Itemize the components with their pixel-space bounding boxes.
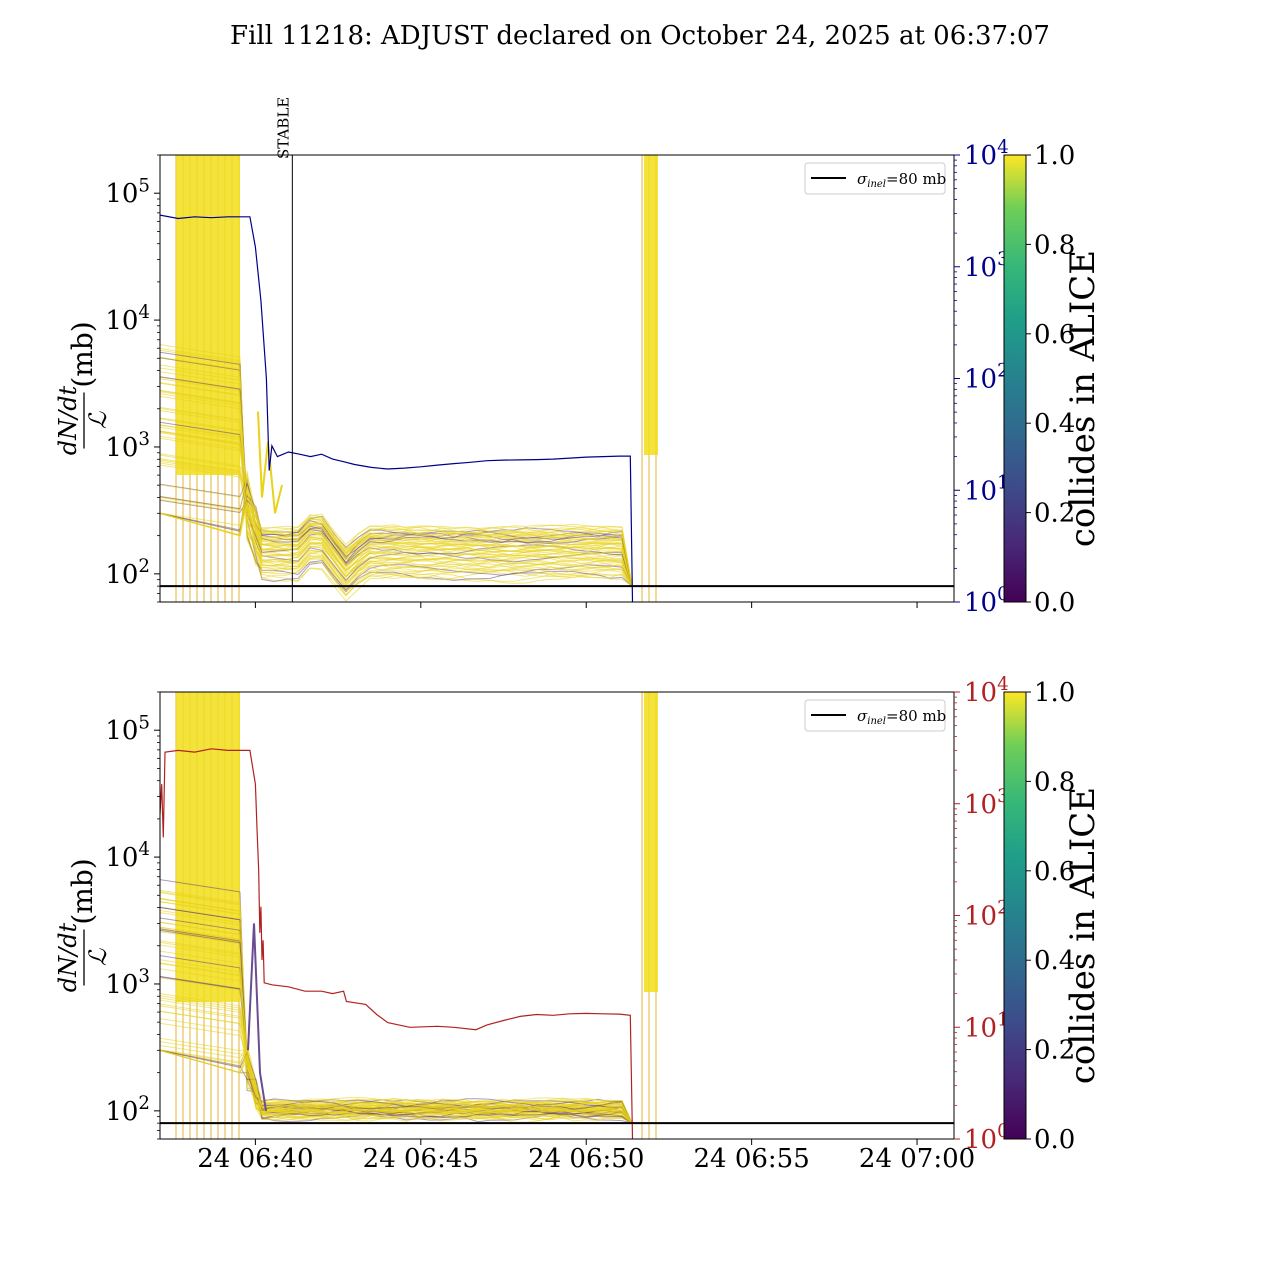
panel-bottom: 102 103 104 105 100 101 102 103 104 24 06:40 24 06… [54, 674, 1103, 1174]
right-series-line [160, 214, 634, 602]
bunch-curve [160, 486, 633, 587]
bunch-curve [160, 351, 633, 591]
right-tick-label: 104 [964, 137, 1009, 171]
axes-frame [159, 691, 955, 1140]
bunch-curve [160, 1049, 633, 1124]
bunch-curve [160, 1044, 633, 1124]
colorbar-tick-label: 0.6 [1034, 857, 1075, 887]
bunch-curve [160, 421, 633, 587]
y-axis-label: dN/dt ℒ (mb) [54, 858, 112, 992]
bunch-curves [160, 879, 633, 1124]
colorbar-tick-label: 0.2 [1034, 499, 1075, 529]
right-tick-label: 102 [964, 361, 1009, 395]
bunch-curve [160, 1049, 633, 1124]
bunch-curve [160, 1049, 633, 1124]
y-tick-label: 102 [105, 1093, 150, 1127]
plot-area [160, 155, 954, 602]
bunch-curve [160, 503, 633, 587]
y-tick-label: 104 [105, 839, 150, 873]
colorbar-tick-label: 0.4 [1034, 409, 1075, 439]
right-tick-label: 104 [964, 674, 1009, 708]
bunch-spike [247, 923, 267, 1112]
y-label-numerator: dN/dt [54, 385, 82, 455]
y-tick-label: 105 [105, 712, 150, 746]
x-tick-label: 24 06:45 [363, 1144, 479, 1174]
colorbar-gradient [1003, 691, 1027, 1140]
y-tick-label: 103 [105, 966, 150, 1000]
right-tick-label: 101 [964, 1009, 1009, 1043]
y-label-unit: (mb) [66, 321, 99, 387]
legend: σinel=80 mb [804, 162, 946, 195]
bunch-curve [160, 470, 633, 587]
bunch-curve [160, 1047, 633, 1124]
bunch-curve [160, 367, 633, 590]
y-label-unit: (mb) [66, 858, 99, 924]
bunch-block-right [644, 692, 658, 992]
colorbar-tick-label: 0.4 [1034, 946, 1075, 976]
plot-area [160, 692, 954, 1139]
x-tick-label: 24 06:50 [528, 1144, 644, 1174]
bunch-curve [160, 499, 633, 587]
right-tick-label: 103 [964, 249, 1009, 283]
y-tick-label: 104 [105, 302, 150, 336]
legend-label: σinel=80 mb [857, 707, 946, 727]
right-series-line [160, 748, 634, 1139]
legend-box [804, 699, 946, 732]
colorbar-label: collides in ALICE [1063, 250, 1103, 547]
right-tick-label: 101 [964, 472, 1009, 506]
y-label-denominator: ℒ [84, 948, 112, 966]
legend-box [804, 162, 946, 195]
legend-label: σinel=80 mb [857, 170, 946, 190]
colorbar-tick-label: 0.6 [1034, 320, 1075, 350]
bunch-curve [160, 1042, 633, 1124]
y-tick-label: 105 [105, 175, 150, 209]
y-axis-label: dN/dt ℒ (mb) [54, 321, 112, 455]
x-tick-label: 24 07:00 [859, 1144, 975, 1174]
stable-label: STABLE [274, 97, 292, 159]
bunch-curves [160, 344, 633, 602]
bunch-curve [160, 1049, 633, 1124]
bunch-block-left [176, 155, 240, 475]
bunch-curve [160, 488, 633, 587]
colorbar-tick-label: 1.0 [1034, 141, 1075, 171]
colorbar-tick-label: 0.0 [1034, 588, 1075, 618]
y-tick-label: 102 [105, 556, 150, 590]
bunch-curve [160, 357, 633, 593]
panel-top: STABLE 102 103 104 105 100 101 102 103 104 dN/dt ℒ (… [54, 97, 1103, 618]
chart-title: Fill 11218: ADJUST declared on October 2… [230, 21, 1050, 51]
y-tick-label: 103 [105, 429, 150, 463]
bunch-curve [160, 497, 633, 587]
bunch-curve [160, 382, 633, 587]
right-tick-label: 103 [964, 786, 1009, 820]
colorbar-tick-label: 1.0 [1034, 678, 1075, 708]
bunch-curve [160, 426, 633, 587]
bunch-curve [160, 371, 633, 592]
bunch-block-left [176, 692, 240, 1002]
right-tick-label: 102 [964, 898, 1009, 932]
colorbar: 0.0 0.2 0.4 0.6 0.8 1.0 collides in ALICE [1003, 141, 1103, 618]
bunch-block-right [644, 155, 658, 455]
x-tick-label: 24 06:55 [693, 1144, 809, 1174]
right-tick-label: 100 [964, 1121, 1009, 1155]
legend: σinel=80 mb [804, 699, 946, 732]
colorbar-tick-label: 0.0 [1034, 1125, 1075, 1155]
right-tick-label: 100 [964, 584, 1009, 618]
y-label-numerator: dN/dt [54, 922, 82, 992]
colorbar-gradient [1003, 154, 1027, 603]
y-label-denominator: ℒ [84, 411, 112, 429]
colorbar-tick-label: 0.8 [1034, 230, 1075, 260]
x-tick-label: 24 06:40 [197, 1144, 313, 1174]
bunch-curve [160, 376, 633, 592]
colorbar: 0.0 0.2 0.4 0.6 0.8 1.0 collides in ALICE [1003, 678, 1103, 1155]
colorbar-label: collides in ALICE [1063, 787, 1103, 1084]
bunch-curve [160, 473, 633, 587]
colorbar-tick-label: 0.2 [1034, 1036, 1075, 1066]
bunch-curve [160, 356, 633, 588]
colorbar-tick-label: 0.8 [1034, 767, 1075, 797]
